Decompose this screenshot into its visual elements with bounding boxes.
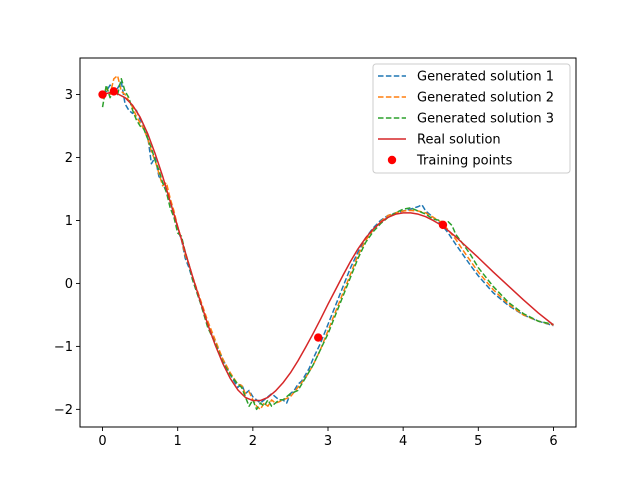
legend-label: Training points: [416, 154, 513, 169]
series-line-4: [102, 91, 554, 402]
series-line-3: [101, 78, 554, 411]
training-point: [98, 90, 107, 99]
training-point: [109, 87, 119, 96]
y-tick-label: 1: [65, 214, 73, 229]
series-line-1: [102, 81, 554, 404]
x-tick-label: 3: [324, 434, 332, 449]
x-axis: 0 1 2 3 4 5 6: [98, 427, 558, 449]
x-tick-label: 4: [399, 434, 407, 449]
legend-label: Real solution: [417, 133, 501, 148]
legend-label: Generated solution 3: [417, 112, 554, 127]
legend: Generated solution 1 Generated solution 2…: [372, 63, 571, 174]
x-tick-label: 1: [174, 434, 182, 449]
y-axis: −2 −1 0 1 2 3: [54, 88, 80, 418]
x-tick-label: 6: [549, 434, 557, 449]
y-tick-label: 0: [65, 277, 73, 292]
x-tick-label: 0: [98, 434, 106, 449]
scatter-layer: [98, 87, 448, 342]
y-tick-label: 3: [65, 88, 73, 103]
x-tick-label: 5: [474, 434, 482, 449]
y-tick-label: −1: [54, 340, 73, 355]
legend-label: Generated solution 1: [417, 70, 554, 85]
legend-label: Generated solution 2: [417, 91, 554, 106]
series-layer: [101, 74, 554, 411]
training-point: [314, 333, 323, 342]
series-line-2: [101, 74, 554, 411]
x-tick-label: 2: [249, 434, 257, 449]
legend-box: [372, 63, 571, 174]
training-point: [438, 220, 448, 230]
y-tick-label: −2: [54, 403, 73, 418]
legend-swatch-marker: [387, 155, 397, 165]
y-tick-label: 2: [65, 151, 73, 166]
